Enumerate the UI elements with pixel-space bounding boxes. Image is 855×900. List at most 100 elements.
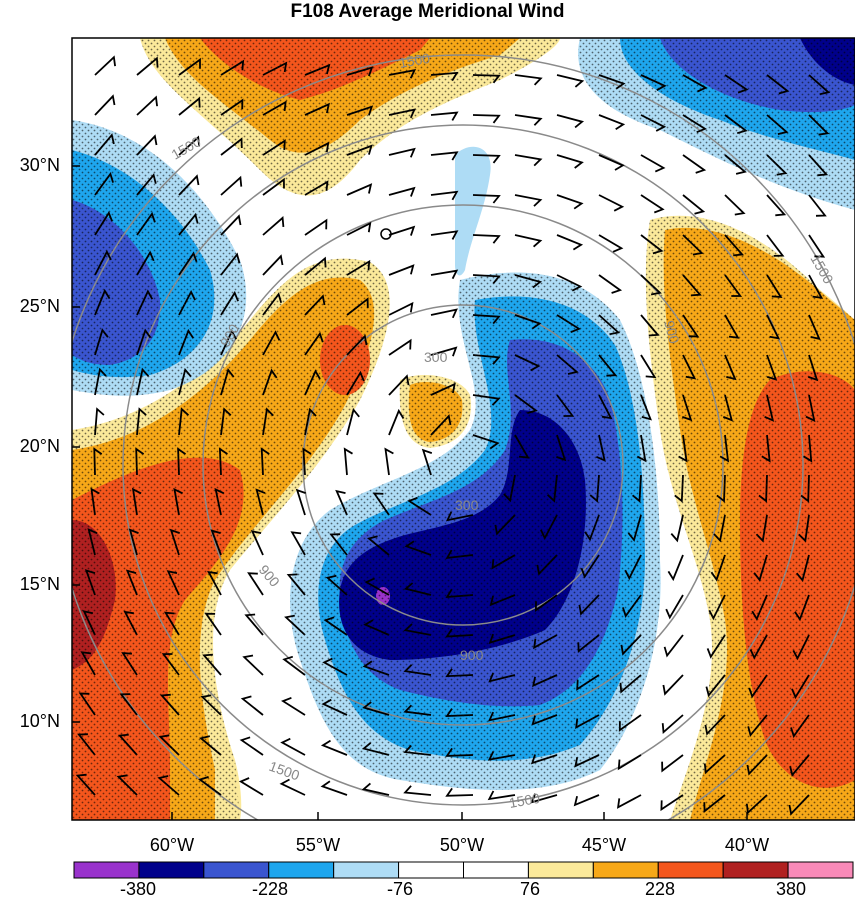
wind-barb bbox=[514, 394, 538, 415]
wind-barb bbox=[346, 297, 369, 316]
wind-barb bbox=[808, 274, 824, 299]
wind-barb bbox=[534, 594, 558, 612]
wind-barb bbox=[290, 531, 306, 556]
map-title: F108 Average Meridional Wind bbox=[290, 1, 565, 22]
wind-barb bbox=[532, 674, 558, 688]
wind-barb bbox=[530, 793, 558, 804]
wind-barb bbox=[286, 573, 306, 596]
wind-barb bbox=[472, 154, 501, 164]
wind-barb bbox=[796, 554, 810, 583]
wind-barb bbox=[178, 174, 200, 196]
wind-barb bbox=[706, 634, 726, 659]
wind-barb bbox=[803, 434, 813, 463]
wind-barb bbox=[262, 407, 274, 436]
wind-barb bbox=[169, 528, 180, 556]
wind-barb bbox=[766, 234, 785, 257]
wind-barb bbox=[716, 474, 726, 503]
wind-barb bbox=[78, 692, 96, 716]
wind-barb bbox=[388, 264, 415, 276]
wind-barb bbox=[670, 514, 684, 543]
wind-barb bbox=[200, 694, 222, 716]
wind-barb bbox=[210, 529, 222, 556]
wind-barb bbox=[791, 674, 810, 700]
wind-barb bbox=[472, 74, 501, 84]
lat-label: 15°N bbox=[19, 574, 60, 594]
wind-barb bbox=[598, 314, 621, 336]
colorbar-label: 380 bbox=[775, 879, 807, 899]
wind-barb bbox=[218, 447, 228, 476]
wind-barb bbox=[491, 554, 516, 570]
colorbar-label: -228 bbox=[251, 879, 289, 899]
wind-barb bbox=[87, 528, 98, 556]
wind-barb bbox=[346, 370, 365, 396]
wind-barb bbox=[116, 774, 138, 796]
wind-barb bbox=[722, 394, 734, 422]
wind-barb bbox=[262, 100, 287, 116]
wind-barb bbox=[556, 434, 567, 462]
wind-barb bbox=[388, 338, 412, 356]
wind-barb bbox=[598, 354, 618, 377]
wind-barb bbox=[238, 777, 264, 796]
wind-barb bbox=[430, 269, 459, 280]
wind-barb bbox=[724, 154, 747, 175]
wind-barb bbox=[488, 672, 516, 683]
wind-barb bbox=[260, 447, 270, 476]
wind-barb bbox=[472, 354, 501, 365]
wind-barb bbox=[514, 274, 543, 289]
wind-barb bbox=[575, 714, 600, 730]
wind-barb bbox=[178, 290, 196, 316]
wind-barb bbox=[90, 487, 100, 516]
wind-barb bbox=[136, 211, 156, 236]
wind-barb bbox=[244, 613, 264, 636]
contour-label: 900 bbox=[460, 647, 484, 663]
colorbar-swatch bbox=[203, 861, 270, 879]
contour-label: 300 bbox=[455, 497, 479, 513]
wind-barb bbox=[136, 56, 159, 76]
wind-barb bbox=[388, 68, 417, 79]
wind-barb bbox=[598, 114, 626, 131]
wind-barb bbox=[640, 194, 665, 214]
wind-barb bbox=[751, 594, 768, 621]
wind-barb bbox=[362, 701, 390, 716]
wind-barb bbox=[173, 487, 183, 516]
wind-barb bbox=[749, 634, 768, 660]
colorbar-label: 228 bbox=[644, 879, 676, 899]
wind-barb bbox=[388, 186, 416, 197]
wind-barb bbox=[578, 594, 600, 616]
colorbar bbox=[73, 861, 854, 879]
colorbar-label: -380 bbox=[119, 879, 157, 899]
wind-barb bbox=[596, 434, 606, 462]
wind-barb bbox=[403, 704, 432, 716]
lon-label: 55°W bbox=[295, 835, 341, 855]
wind-barb bbox=[178, 251, 198, 276]
wind-barb bbox=[766, 74, 790, 95]
wind-barb bbox=[94, 133, 115, 156]
wind-barb bbox=[758, 474, 768, 503]
wind-barbs bbox=[75, 55, 831, 816]
wind-barb bbox=[220, 137, 243, 156]
colorbar-swatch bbox=[398, 861, 464, 879]
wind-barb bbox=[135, 447, 145, 476]
wind-barb bbox=[598, 394, 613, 420]
wind-barb bbox=[94, 55, 116, 76]
wind-barb bbox=[445, 549, 474, 559]
wind-barb bbox=[445, 747, 474, 757]
wind-barb bbox=[430, 151, 459, 161]
wind-barb bbox=[598, 154, 625, 171]
wind-barb bbox=[157, 775, 180, 796]
wind-barb bbox=[682, 114, 707, 134]
wind-barb bbox=[546, 474, 558, 503]
wind-barb bbox=[430, 382, 456, 396]
wind-barb bbox=[94, 367, 107, 396]
wind-barb bbox=[808, 194, 827, 217]
wind-barb bbox=[220, 98, 244, 116]
wind-barb bbox=[325, 574, 348, 596]
wind-barb bbox=[136, 289, 154, 316]
wind-barb bbox=[94, 249, 112, 276]
wind-barb bbox=[556, 314, 581, 334]
wind-barb bbox=[136, 250, 155, 276]
wind-barb bbox=[487, 751, 516, 761]
wind-barb bbox=[753, 554, 768, 582]
wind-barb bbox=[724, 314, 740, 339]
contour-label: 1500 bbox=[398, 50, 432, 71]
